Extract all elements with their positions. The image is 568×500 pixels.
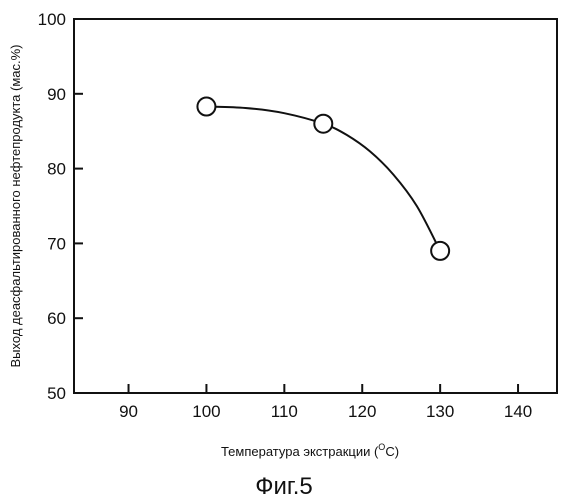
x-tick-label: 100 (192, 402, 220, 421)
x-tick-label: 130 (426, 402, 454, 421)
x-axis-title-text: Температура экстракции ( (221, 444, 379, 459)
x-axis-tick-labels: 90 100 110 120 130 140 (119, 402, 532, 421)
x-axis-ticks (129, 384, 519, 393)
figure-caption: Фиг.5 (255, 473, 313, 500)
y-tick-label: 60 (47, 309, 66, 328)
data-points (197, 98, 449, 260)
y-axis-title: Выход деасфальтированного нефтепродукта … (8, 44, 23, 367)
plot-frame (74, 19, 557, 393)
y-tick-label: 70 (47, 234, 66, 253)
x-tick-label: 120 (348, 402, 376, 421)
x-axis-title: Температура экстракции (OC) (221, 442, 399, 459)
y-tick-label: 50 (47, 384, 66, 403)
x-tick-label: 140 (504, 402, 532, 421)
data-point-marker (431, 242, 449, 260)
y-axis-tick-labels: 50 60 70 80 90 100 (38, 10, 66, 403)
x-axis-title-degree: O (378, 442, 385, 452)
y-axis-ticks (74, 19, 83, 393)
y-tick-label: 100 (38, 10, 66, 29)
x-axis-title-unit: C) (385, 444, 399, 459)
data-point-marker (314, 115, 332, 133)
data-point-marker (197, 98, 215, 116)
x-tick-label: 110 (271, 402, 298, 421)
y-tick-label: 80 (47, 160, 66, 179)
y-tick-label: 90 (47, 85, 66, 104)
x-tick-label: 90 (119, 402, 138, 421)
